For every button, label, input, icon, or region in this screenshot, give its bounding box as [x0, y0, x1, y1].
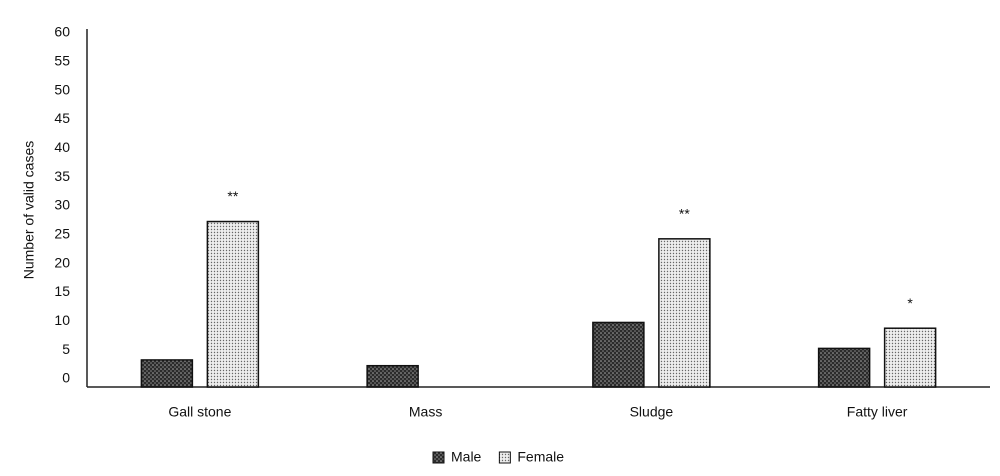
y-tick-label: 55	[54, 53, 70, 69]
bar	[883, 327, 937, 388]
legend-label: Male	[451, 449, 482, 465]
y-axis-title: Number of valid cases	[21, 141, 37, 280]
annotation: **	[227, 188, 238, 204]
bar	[658, 238, 711, 388]
y-tick-label: 35	[54, 168, 70, 184]
legend-swatch	[432, 451, 445, 464]
y-tick-label: 50	[54, 81, 70, 97]
y-tick-label: 45	[54, 110, 70, 126]
y-tick-label: 5	[62, 341, 70, 357]
y-tick-label: 15	[54, 283, 70, 299]
y-tick-label: 20	[54, 254, 70, 270]
y-tick-label: 30	[54, 197, 70, 213]
y-tick-label: 0	[62, 370, 70, 386]
x-tick-label: Fatty liver	[847, 404, 908, 420]
y-tick-label: 60	[54, 24, 70, 40]
legend-label: Female	[517, 449, 564, 465]
bar	[592, 321, 645, 388]
x-tick-label: Gall stone	[168, 404, 231, 420]
bar	[140, 359, 194, 388]
y-tick-label: 10	[54, 312, 70, 328]
bar	[366, 364, 419, 388]
y-tick-label: 40	[54, 139, 70, 155]
x-tick-label: Mass	[409, 404, 442, 420]
bar	[206, 220, 260, 388]
x-tick-label: Sludge	[630, 404, 674, 420]
legend-swatch	[498, 451, 511, 464]
y-tick-label: 25	[54, 226, 70, 242]
annotation: *	[907, 295, 913, 311]
bar	[817, 347, 871, 388]
annotation: **	[679, 206, 690, 222]
